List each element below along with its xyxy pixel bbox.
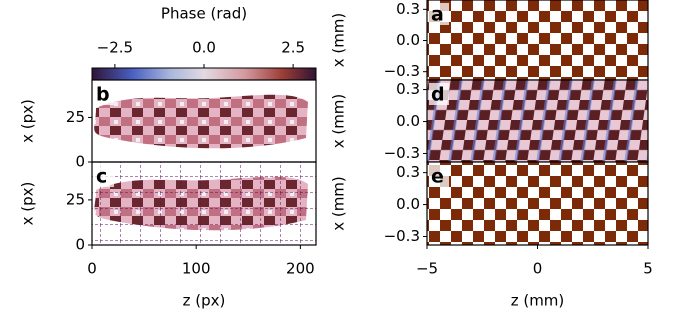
image xyxy=(427,0,648,80)
y-axis-label: x (px) xyxy=(19,182,37,226)
x-tick-label: 200 xyxy=(286,260,315,278)
y-axis-label: x (mm) xyxy=(330,176,348,231)
y-tick-label: −0.3 xyxy=(384,62,420,80)
x-tick-label: −5 xyxy=(416,260,438,278)
y-tick-label: 0.0 xyxy=(396,31,420,49)
panel-label-bg xyxy=(429,83,449,105)
y-tick-label: 0 xyxy=(75,153,85,171)
colorbar-title: Phase (rad) xyxy=(161,5,247,23)
y-tick-label: −0.3 xyxy=(384,144,420,162)
panel-label: e xyxy=(431,166,444,188)
y-tick-label: 0.0 xyxy=(396,112,420,130)
x-axis-label: z (mm) xyxy=(511,292,565,310)
grid-overlay xyxy=(92,162,316,245)
y-tick-label: 0.3 xyxy=(396,163,420,181)
panel-frame xyxy=(91,161,317,246)
colorbar-tick-label: 0.0 xyxy=(192,39,216,57)
panel-label: d xyxy=(431,84,445,106)
x-tick-label: 0 xyxy=(87,260,97,278)
y-axis-label: x (mm) xyxy=(330,13,348,68)
x-tick-label: 5 xyxy=(643,260,653,278)
y-tick-label: 0.3 xyxy=(396,80,420,98)
x-axis-label: z (px) xyxy=(183,292,226,310)
colorbar-tick-label: 2.5 xyxy=(281,39,305,57)
panel-label-bg xyxy=(94,165,114,187)
y-axis-label: x (px) xyxy=(19,99,37,143)
y-axis-label: x (mm) xyxy=(330,94,348,149)
panel-label: a xyxy=(431,4,444,26)
image xyxy=(427,80,648,162)
y-tick-label: 25 xyxy=(66,108,85,126)
x-tick-label: 0 xyxy=(533,260,543,278)
y-tick-label: −0.3 xyxy=(384,227,420,245)
y-tick-label: 0.0 xyxy=(396,195,420,213)
y-tick-label: 0.3 xyxy=(396,0,420,18)
image xyxy=(94,94,308,149)
panel-label-bg xyxy=(429,3,449,25)
y-tick-label: 0 xyxy=(75,236,85,254)
colorbar-tick-label: −2.5 xyxy=(97,39,133,57)
image xyxy=(427,162,648,245)
panel-label-bg xyxy=(94,83,114,105)
panel-label: c xyxy=(96,166,107,188)
panel-label: b xyxy=(96,84,110,106)
y-tick-label: 25 xyxy=(66,190,85,208)
panel-label-bg xyxy=(429,165,449,187)
x-tick-label: 100 xyxy=(182,260,211,278)
colorbar xyxy=(91,67,317,81)
